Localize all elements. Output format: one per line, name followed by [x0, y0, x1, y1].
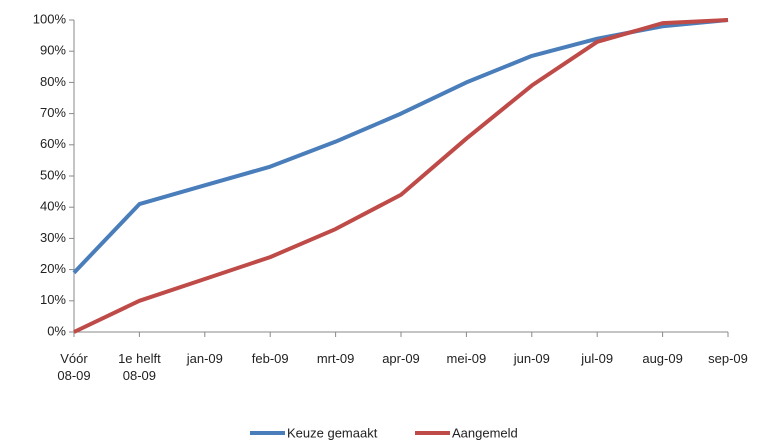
- x-tick-label: feb-09: [252, 351, 289, 366]
- x-tick-label: jan-09: [186, 351, 223, 366]
- x-tick-label: 1e helft 08-09: [118, 351, 161, 383]
- y-tick-label: 60%: [40, 136, 66, 151]
- y-tick-label: 50%: [40, 167, 66, 182]
- x-tick-label: sep-09: [708, 351, 748, 366]
- y-tick-label: 30%: [40, 230, 66, 245]
- legend-label: Keuze gemaakt: [287, 425, 378, 440]
- x-tick-label: mrt-09: [317, 351, 355, 366]
- x-tick-label: apr-09: [382, 351, 420, 366]
- y-tick-label: 80%: [40, 74, 66, 89]
- y-tick-label: 90%: [40, 43, 66, 58]
- y-tick-label: 70%: [40, 105, 66, 120]
- x-tick-label: jun-09: [513, 351, 550, 366]
- series-line: [73, 18, 729, 334]
- legend-label: Aangemeld: [452, 425, 518, 440]
- y-tick-label: 100%: [33, 11, 67, 26]
- y-tick-label: 0%: [47, 323, 66, 338]
- x-tick-label: mei-09: [447, 351, 487, 366]
- y-tick-label: 40%: [40, 199, 66, 214]
- series-line: [72, 18, 729, 275]
- x-tick-label: jul-09: [580, 351, 613, 366]
- x-tick-label: aug-09: [642, 351, 682, 366]
- y-tick-label: 10%: [40, 292, 66, 307]
- y-tick-label: 20%: [40, 261, 66, 276]
- x-tick-label: Vóór 08-09: [57, 351, 90, 383]
